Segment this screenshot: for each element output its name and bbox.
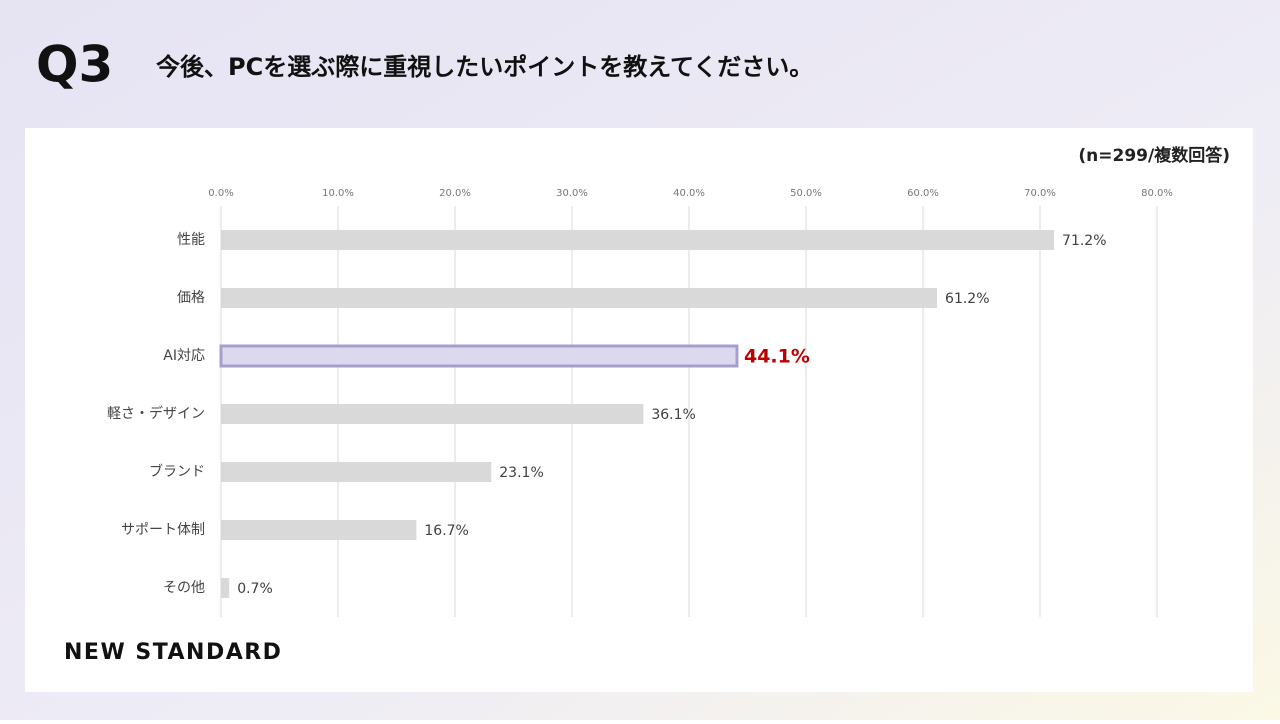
- category-label: ブランド: [149, 463, 205, 480]
- bar: [219, 344, 739, 368]
- x-tick-label: 80.0%: [1141, 188, 1173, 199]
- logo: NEW STANDARD: [64, 640, 282, 665]
- category-label: サポート体制: [121, 522, 205, 538]
- x-tick-label: 20.0%: [439, 188, 471, 199]
- category-label: 価格: [177, 290, 205, 306]
- category-label: 性能: [177, 232, 205, 248]
- value-label: 0.7%: [237, 581, 273, 597]
- bar: [221, 288, 938, 308]
- category-label: AI対応: [163, 348, 205, 364]
- bar: [221, 404, 644, 424]
- value-label: 36.1%: [651, 407, 695, 423]
- bar: [221, 520, 417, 540]
- x-tick-label: 50.0%: [790, 188, 822, 199]
- sample-note: (n=299/複数回答): [1078, 145, 1230, 166]
- x-tick-label: 70.0%: [1024, 188, 1056, 199]
- bar: [221, 462, 492, 482]
- bar: [221, 230, 1055, 250]
- x-tick-label: 10.0%: [322, 188, 354, 199]
- x-tick-label: 0.0%: [208, 188, 233, 199]
- question-number: Q3: [36, 36, 113, 94]
- x-tick-label: 30.0%: [556, 188, 588, 199]
- value-label: 44.1%: [744, 346, 810, 368]
- category-label: 軽さ・デザイン: [107, 405, 205, 422]
- bar: [221, 578, 230, 598]
- value-label: 61.2%: [945, 291, 989, 307]
- x-tick-label: 60.0%: [907, 188, 939, 199]
- value-label: 16.7%: [424, 523, 468, 539]
- value-label: 71.2%: [1062, 233, 1106, 249]
- question-title: 今後、PCを選ぶ際に重視したいポイントを教えてください。: [156, 53, 813, 81]
- plot: 0.0% 10.0% 20.0% 30.0% 40.0% 50.0% 60.0% 70.0% 8…: [107, 188, 1173, 617]
- value-label: 23.1%: [499, 465, 543, 481]
- category-label: その他: [163, 580, 205, 596]
- x-tick-label: 40.0%: [673, 188, 705, 199]
